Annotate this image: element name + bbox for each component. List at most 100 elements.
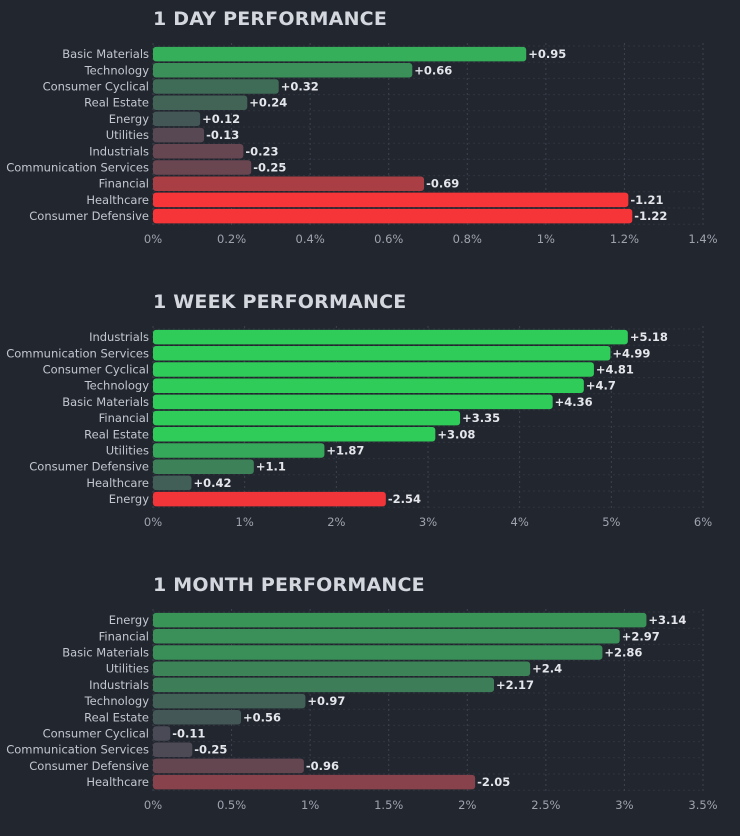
- value-label: +0.56: [243, 710, 281, 724]
- value-label: +4.99: [612, 346, 650, 360]
- x-tick-label: 0.4%: [296, 232, 325, 246]
- category-label: Real Estate: [84, 710, 149, 724]
- bar-financial: [153, 629, 620, 644]
- category-label: Consumer Defensive: [29, 759, 149, 773]
- bar-technology: [153, 378, 584, 393]
- bar-real-estate: [153, 427, 436, 442]
- category-label: Utilities: [106, 128, 149, 142]
- x-tick-label: 0.5%: [217, 798, 246, 812]
- x-tick-label: 3%: [419, 515, 437, 529]
- bar-energy: [153, 111, 201, 127]
- chart-1-week: 0% 1% 2% 3% 4% 5% 6% Industrials +5.18 Communicat…: [6, 326, 712, 529]
- value-label: -1.21: [630, 193, 663, 207]
- x-tick-label: 0.8%: [453, 232, 482, 246]
- category-label: Basic Materials: [62, 646, 149, 660]
- x-tick-label: 5%: [602, 515, 620, 529]
- value-label: +3.08: [437, 427, 475, 441]
- category-label: Real Estate: [84, 96, 149, 110]
- value-label: +4.36: [555, 395, 593, 409]
- bar-consumer-cyclical: [153, 362, 594, 377]
- chart-1-month: 0% 0.5% 1% 1.5% 2% 2.5% 3% 3.5% Energy +3.14 Finan…: [6, 609, 718, 812]
- x-tick-label: 1%: [537, 232, 555, 246]
- bar-financial: [153, 410, 461, 426]
- category-label: Healthcare: [86, 193, 149, 207]
- chart-title-1-month: 1 MONTH PERFORMANCE: [153, 574, 425, 596]
- panel-1-day: 1 DAY PERFORMANCE 0% 0.2% 0.4% 0.6% 0.8% 1% 1.…: [0, 0, 740, 270]
- panel-1-month: 1 MONTH PERFORMANCE 0% 0.5% 1% 1.5% 2% 2.5% 3%…: [0, 566, 740, 836]
- value-label: +0.24: [249, 96, 287, 110]
- value-label: -0.23: [245, 144, 278, 158]
- value-label: -2.54: [388, 492, 421, 506]
- x-tick-label: 3.5%: [688, 798, 717, 812]
- category-label: Consumer Cyclical: [43, 80, 149, 94]
- bar-real-estate: [153, 710, 241, 725]
- bar-industrials: [153, 677, 494, 693]
- value-label: +3.14: [648, 613, 686, 627]
- category-label: Energy: [109, 112, 149, 126]
- category-label: Real Estate: [84, 427, 149, 441]
- bar-communication-services: [153, 160, 252, 175]
- x-tick-label: 0%: [144, 515, 162, 529]
- value-label: +4.7: [586, 379, 616, 393]
- category-label: Healthcare: [86, 775, 149, 789]
- value-label: +2.97: [622, 629, 660, 643]
- category-label: Technology: [84, 694, 150, 708]
- value-label: -0.11: [172, 727, 205, 741]
- category-label: Industrials: [89, 144, 149, 158]
- value-label: +2.86: [604, 646, 642, 660]
- category-label: Energy: [109, 492, 149, 506]
- category-label: Financial: [99, 629, 149, 643]
- value-label: -0.25: [194, 743, 227, 757]
- value-label: -2.05: [477, 775, 510, 789]
- category-label: Basic Materials: [62, 395, 149, 409]
- value-label: +0.42: [194, 476, 232, 490]
- category-label: Financial: [99, 177, 149, 191]
- bar-basic-materials: [153, 394, 553, 410]
- category-label: Communication Services: [6, 743, 149, 757]
- bar-consumer-defensive: [153, 758, 304, 774]
- x-tick-label: 4%: [511, 515, 529, 529]
- bar-basic-materials: [153, 46, 527, 62]
- category-label: Healthcare: [86, 476, 149, 490]
- bar-healthcare: [153, 192, 629, 208]
- bar-consumer-defensive: [153, 459, 254, 474]
- chart-title-1-day: 1 DAY PERFORMANCE: [153, 8, 387, 30]
- value-label: +2.4: [532, 662, 562, 676]
- value-label: +0.95: [528, 47, 566, 61]
- x-tick-label: 0%: [144, 232, 162, 246]
- bar-financial: [153, 176, 425, 191]
- bar-utilities: [153, 127, 205, 143]
- value-label: -1.22: [634, 209, 667, 223]
- value-label: +0.12: [202, 112, 240, 126]
- chart-1-day: 0% 0.2% 0.4% 0.6% 0.8% 1% 1.2% 1.4% Basic Materi…: [6, 43, 718, 246]
- bar-utilities: [153, 443, 325, 458]
- value-label: +1.87: [326, 444, 364, 458]
- x-tick-label: 1%: [301, 798, 319, 812]
- x-tick-label: 2.5%: [531, 798, 560, 812]
- x-tick-label: 1.4%: [688, 232, 717, 246]
- value-label: +1.1: [256, 460, 286, 474]
- x-tick-label: 6%: [694, 515, 712, 529]
- bar-industrials: [153, 144, 244, 159]
- value-label: -0.96: [306, 759, 339, 773]
- category-label: Communication Services: [6, 161, 149, 175]
- value-label: +0.66: [414, 63, 452, 77]
- category-label: Energy: [109, 613, 149, 627]
- category-label: Technology: [84, 379, 150, 393]
- bar-technology: [153, 693, 306, 709]
- bar-communication-services: [153, 346, 611, 361]
- bar-basic-materials: [153, 645, 603, 660]
- category-label: Consumer Defensive: [29, 209, 149, 223]
- bar-consumer-defensive: [153, 208, 633, 224]
- bar-energy: [153, 612, 647, 628]
- bar-energy: [153, 491, 386, 507]
- chart-title-1-week: 1 WEEK PERFORMANCE: [153, 291, 407, 313]
- x-tick-label: 1.5%: [374, 798, 403, 812]
- bar-technology: [153, 63, 413, 78]
- x-tick-label: 1%: [236, 515, 254, 529]
- bar-communication-services: [153, 742, 193, 757]
- bar-consumer-cyclical: [153, 79, 279, 94]
- value-label: +4.81: [596, 363, 634, 377]
- x-tick-label: 0%: [144, 798, 162, 812]
- value-label: -0.13: [206, 128, 239, 142]
